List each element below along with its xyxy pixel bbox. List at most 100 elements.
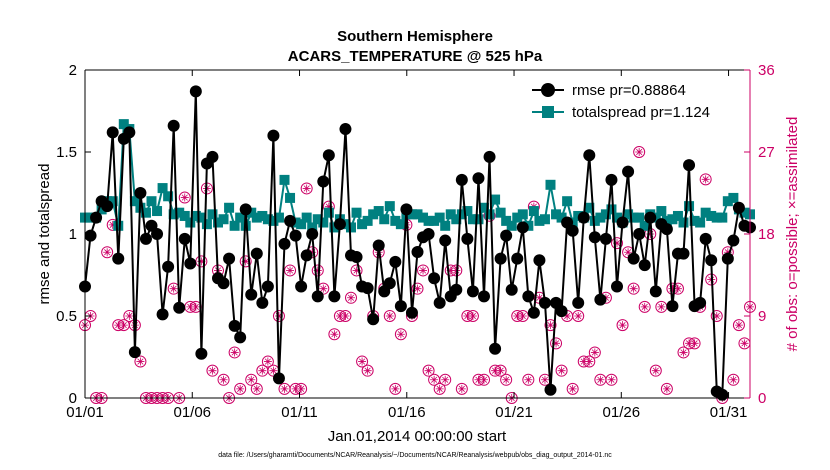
totalspread-point: [107, 196, 118, 207]
obs-count-marker: [633, 146, 646, 158]
y2-axis-ticks: 0 9 18 27 36: [744, 62, 775, 407]
rmse-point: [272, 372, 285, 385]
rmse-point: [478, 290, 490, 303]
y2-tick-label: 9: [758, 308, 766, 325]
totalspread-point: [639, 220, 650, 231]
rmse-point: [599, 232, 612, 245]
totalspread-point: [672, 210, 683, 221]
rmse-point: [422, 228, 435, 240]
rmse-point: [284, 214, 297, 227]
totalspread-point: [739, 207, 750, 218]
y2-tick-label: 36: [758, 62, 775, 79]
obs-count-marker: [649, 364, 662, 377]
obs-count-marker: [245, 373, 258, 386]
rmse-point: [289, 229, 302, 242]
rmse-series: [79, 85, 756, 401]
obs-count-marker: [572, 310, 585, 322]
totalspread-point: [689, 215, 700, 226]
totalspread-point: [661, 215, 672, 226]
totalspread-point: [262, 214, 273, 225]
chart-title: Southern Hemisphere: [337, 28, 493, 45]
totalspread-point: [528, 206, 539, 217]
totalspread-point: [207, 209, 218, 220]
obs-count-marker: [339, 310, 352, 322]
rmse-point: [721, 252, 734, 265]
totalspread-point: [190, 210, 201, 221]
totalspread-point: [418, 212, 429, 223]
totalspread-point: [196, 212, 207, 223]
rmse-point: [594, 293, 607, 306]
totalspread-point: [440, 220, 451, 231]
x-tick-label: 01/06: [173, 404, 211, 421]
rmse-point: [361, 282, 374, 295]
rmse-point: [317, 175, 330, 188]
totalspread-point: [268, 215, 279, 226]
totalspread-point: [473, 214, 484, 225]
rmse-point: [139, 232, 152, 245]
obs-count-marker: [383, 310, 396, 322]
totalspread-point: [595, 212, 606, 223]
obs-count-marker: [101, 246, 114, 259]
y2-tick-label: 27: [758, 144, 775, 161]
rmse-point: [90, 211, 103, 224]
rmse-point: [461, 232, 474, 245]
obs-count-marker: [616, 319, 629, 332]
rmse-point: [649, 285, 662, 298]
obs-count-marker: [710, 310, 723, 322]
rmse-point: [605, 173, 618, 186]
totalspread-point: [551, 209, 562, 220]
rmse-point: [256, 296, 269, 309]
rmse-point: [383, 277, 396, 290]
rmse-point: [167, 119, 180, 132]
totalspread-point: [224, 202, 235, 213]
rmse-point: [483, 150, 496, 163]
rmse-point: [577, 211, 590, 224]
totalspread-point: [506, 220, 517, 231]
rmse-point: [184, 257, 197, 270]
rmse-point: [694, 296, 707, 309]
obs-count-marker: [638, 300, 651, 313]
totalspread-point: [462, 206, 473, 217]
rmse-point: [350, 250, 363, 263]
totalspread-point: [390, 215, 401, 226]
rmse-point: [716, 388, 729, 401]
totalspread-point: [168, 209, 179, 220]
rmse-point: [106, 126, 119, 139]
rmse-point: [466, 285, 479, 298]
totalspread-point: [445, 209, 456, 220]
rmse-point: [328, 290, 341, 303]
totalspread-point: [163, 191, 174, 202]
obs-count-marker: [677, 346, 690, 359]
legend-rmse-label: rmse pr=0.88864: [572, 82, 686, 99]
totalspread-point: [174, 207, 185, 218]
rmse-point: [394, 300, 407, 313]
totalspread-point: [235, 212, 246, 223]
rmse-point: [217, 277, 230, 290]
totalspread-point: [351, 207, 362, 218]
rmse-point: [660, 223, 673, 236]
obs-count-marker: [394, 328, 407, 341]
x-tick-label: 01/26: [603, 404, 641, 421]
rmse-point: [727, 234, 740, 247]
rmse-point: [522, 290, 535, 303]
rmse-point: [472, 172, 485, 185]
rmse-point: [633, 228, 646, 240]
obs-count-marker: [345, 291, 357, 304]
totalspread-point: [213, 217, 223, 228]
rmse-point: [134, 187, 147, 199]
totalspread-point: [379, 214, 390, 225]
rmse-point: [677, 247, 690, 260]
obs-count-marker: [300, 182, 313, 195]
rmse-point: [112, 252, 125, 265]
totalspread-point: [157, 183, 168, 194]
rmse-point: [616, 216, 629, 229]
rmse-point: [84, 229, 97, 242]
rmse-point: [683, 159, 696, 172]
rmse-point: [162, 260, 175, 273]
totalspread-point: [706, 210, 717, 221]
totalspread-point: [479, 202, 489, 213]
rmse-point: [566, 224, 579, 237]
rmse-point: [405, 306, 418, 319]
rmse-point: [527, 306, 540, 319]
totalspread-point: [534, 215, 545, 226]
